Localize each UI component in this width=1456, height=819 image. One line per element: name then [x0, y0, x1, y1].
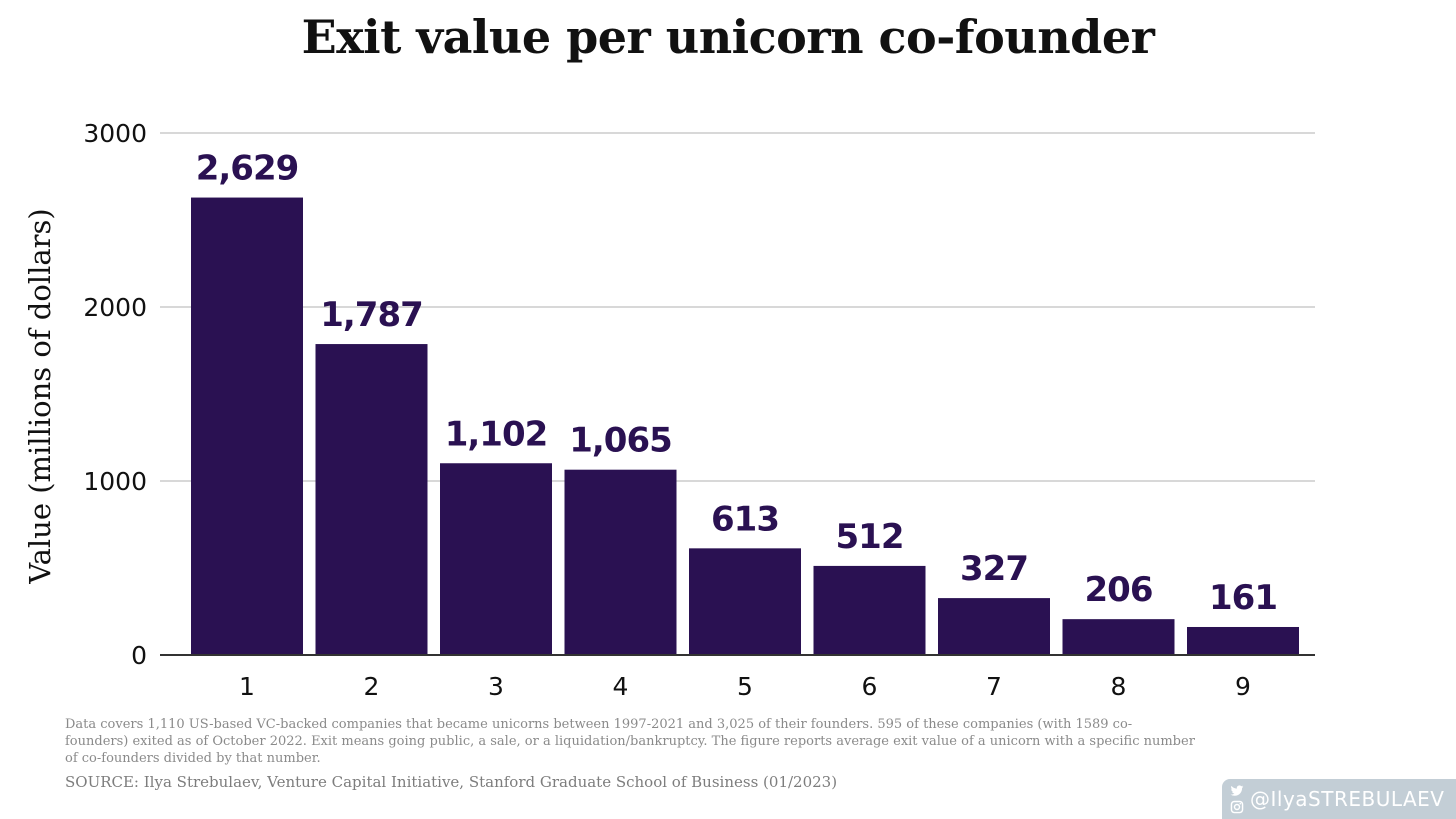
x-tick-label: 2 — [364, 672, 380, 701]
social-badge[interactable]: @IlyaSTREBULAEV — [1222, 779, 1456, 819]
bar — [938, 598, 1050, 655]
twitter-icon — [1230, 785, 1244, 796]
y-tick-label: 3000 — [83, 119, 147, 148]
x-tick-label: 7 — [986, 672, 1002, 701]
bar — [689, 548, 801, 655]
data-label: 327 — [960, 549, 1028, 589]
bar — [191, 197, 303, 655]
data-label: 1,102 — [445, 414, 548, 454]
instagram-icon — [1230, 800, 1244, 814]
bar — [813, 565, 926, 655]
y-tick-label: 2000 — [83, 293, 147, 322]
x-tick-label: 4 — [613, 672, 629, 701]
source-note: SOURCE: Ilya Strebulaev, Venture Capital… — [65, 773, 838, 791]
social-handle[interactable]: @IlyaSTREBULAEV — [1250, 787, 1445, 811]
x-tick-label: 9 — [1235, 672, 1251, 701]
x-tick-label: 1 — [239, 672, 255, 701]
data-label: 2,629 — [196, 149, 299, 189]
x-tick-label: 5 — [737, 672, 753, 701]
x-tick-label: 8 — [1111, 672, 1127, 701]
data-label: 512 — [836, 517, 904, 557]
footnote: Data covers 1,110 US-based VC-backed com… — [65, 717, 1195, 766]
y-axis-label: Value (millions of dollars) — [23, 208, 57, 584]
x-tick-label: 6 — [862, 672, 878, 701]
data-label: 1,065 — [569, 421, 672, 461]
y-tick-label: 0 — [131, 641, 147, 670]
data-label: 1,787 — [320, 295, 423, 335]
data-label: 161 — [1209, 578, 1277, 618]
bar — [440, 463, 552, 655]
data-label: 613 — [711, 499, 779, 539]
y-tick-label: 1000 — [83, 467, 147, 496]
x-tick-label: 3 — [488, 672, 504, 701]
bar — [1187, 626, 1299, 655]
chart-title: Exit value per unicorn co-founder — [301, 10, 1155, 64]
bar — [564, 469, 677, 655]
bar — [315, 344, 428, 655]
data-label: 206 — [1085, 570, 1153, 610]
bar — [1062, 619, 1175, 655]
